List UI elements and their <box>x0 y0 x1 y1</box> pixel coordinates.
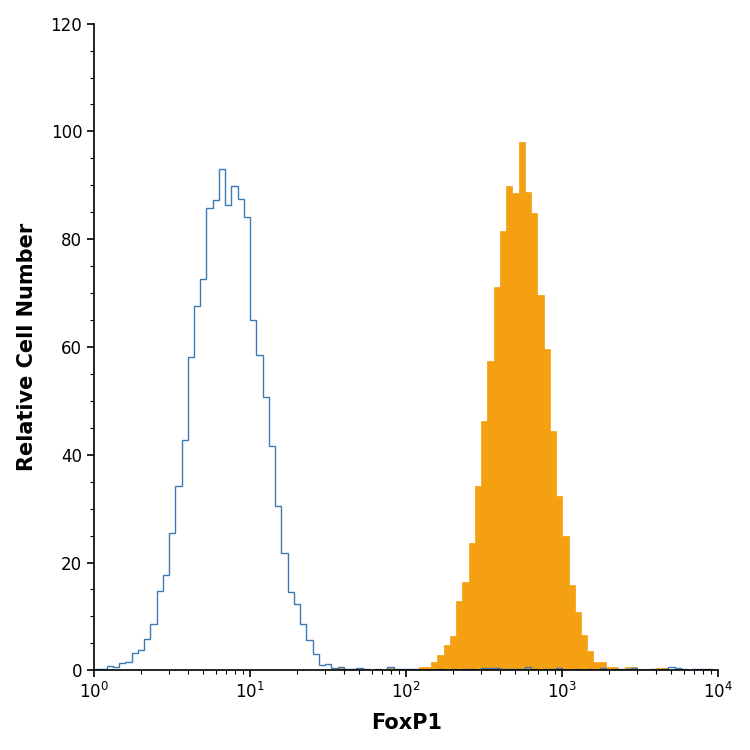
X-axis label: FoxP1: FoxP1 <box>370 713 442 734</box>
Y-axis label: Relative Cell Number: Relative Cell Number <box>16 223 37 471</box>
